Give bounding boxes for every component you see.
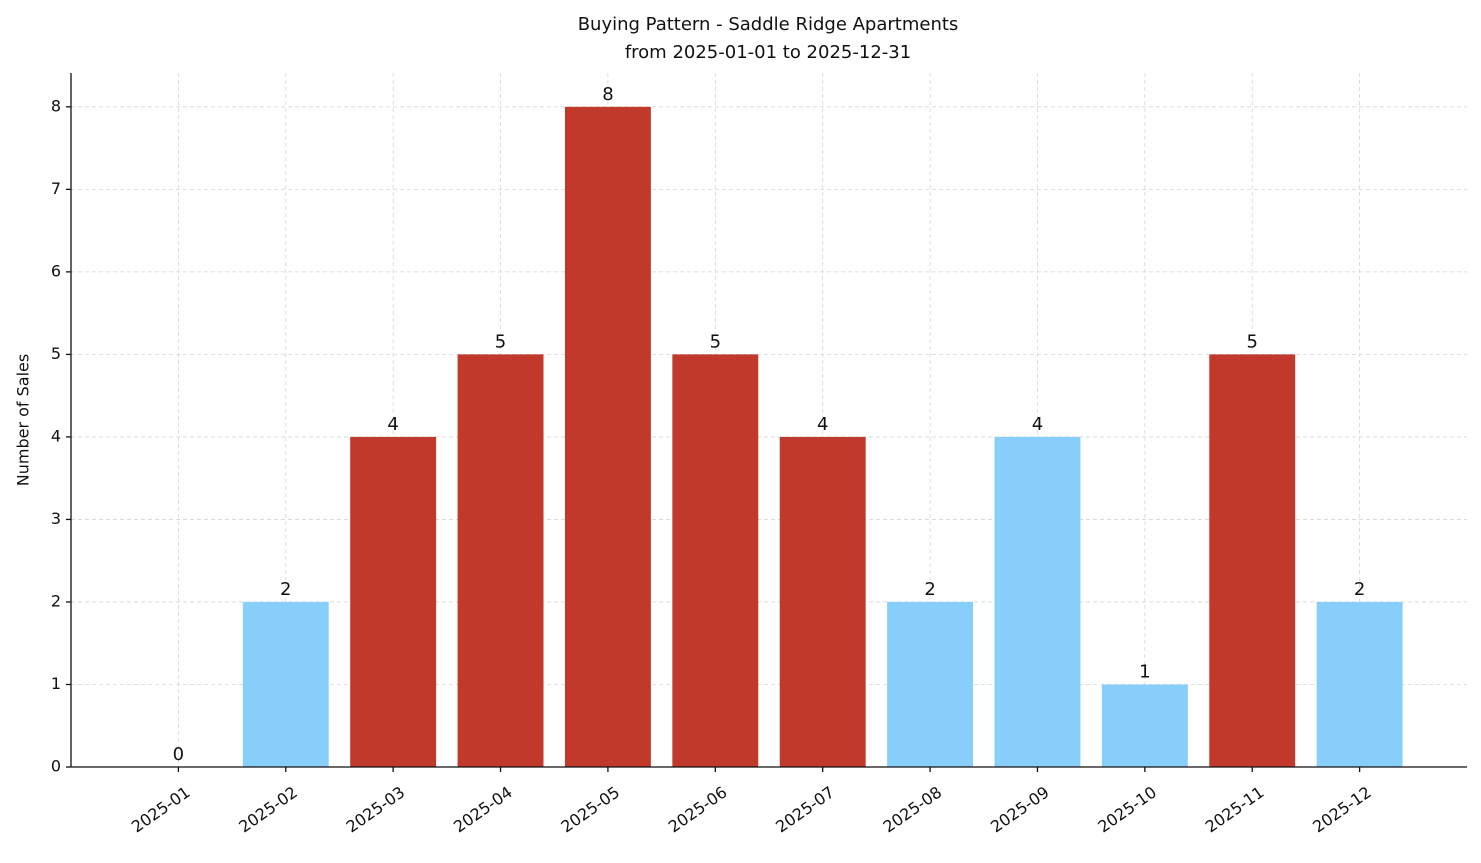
bar [887,601,974,767]
bar [779,436,866,767]
chart-title: Buying Pattern - Saddle Ridge Apartments [578,14,959,35]
bar [1101,684,1188,767]
y-tick-label: 0 [51,757,61,776]
y-tick-label: 8 [51,96,61,115]
y-tick-label: 5 [51,344,61,363]
x-tick-label: 2025-11 [1202,783,1268,837]
data-label: 1 [1139,661,1150,682]
x-tick-label: 2025-08 [880,783,946,837]
x-tick-label: 2025-01 [128,783,194,837]
data-label: 5 [710,331,721,352]
data-label: 5 [1247,331,1258,352]
data-label: 2 [924,579,935,600]
y-tick-label: 7 [51,179,61,198]
bar [564,106,651,767]
y-tick-label: 6 [51,261,61,280]
y-tick-label: 1 [51,674,61,693]
data-label: 0 [173,744,184,765]
data-label: 8 [602,84,613,105]
x-tick-label: 2025-09 [987,783,1053,837]
data-label: 4 [817,414,828,435]
x-tick-label: 2025-03 [343,783,409,837]
data-label: 4 [387,414,398,435]
x-tick-label: 2025-07 [772,783,838,837]
y-tick-label: 3 [51,509,61,528]
x-tick-label: 2025-02 [235,783,301,837]
bar [350,436,437,767]
bar [457,354,544,767]
x-tick-label: 2025-04 [450,783,516,837]
bar [672,354,759,767]
x-tick-label: 2025-12 [1309,783,1375,837]
data-label: 2 [280,579,291,600]
x-tick-label: 2025-06 [665,783,731,837]
bar [1316,601,1403,767]
bar [1209,354,1296,767]
data-label: 5 [495,331,506,352]
x-tick-label: 2025-05 [557,783,623,837]
y-tick-label: 4 [51,426,61,445]
chart-subtitle: from 2025-01-01 to 2025-12-31 [625,42,911,63]
data-label: 4 [1032,414,1043,435]
bar [242,601,329,767]
y-axis-label: Number of Sales [14,354,33,486]
data-label: 2 [1354,579,1365,600]
bar [994,436,1081,767]
x-tick-label: 2025-10 [1094,783,1160,837]
y-tick-label: 2 [51,591,61,610]
